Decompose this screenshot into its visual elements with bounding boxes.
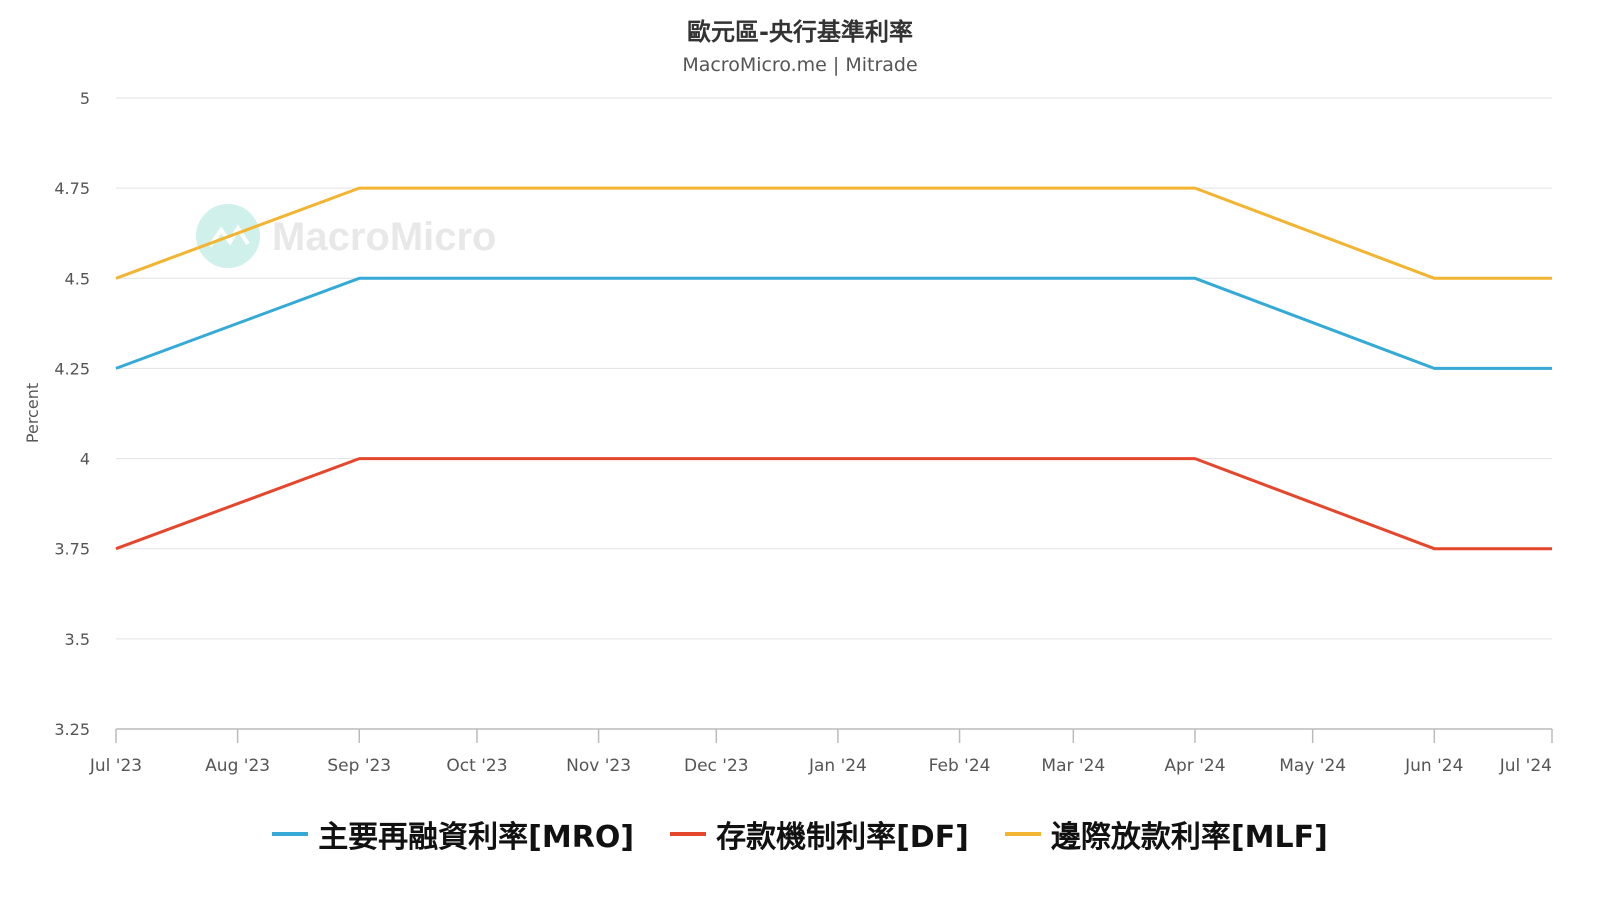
y-tick-label: 3.5	[65, 630, 90, 649]
series-line-2	[115, 186, 1552, 280]
x-tick-label: Nov '23	[566, 756, 631, 776]
chart-title: 歐元區-央行基準利率	[687, 18, 913, 46]
watermark-text: MacroMicro	[272, 215, 497, 259]
x-tick-label: Aug '23	[205, 756, 270, 776]
y-tick-label: 3.75	[54, 540, 90, 559]
y-tick-label: 4	[80, 450, 90, 469]
series-line-1	[115, 457, 1552, 551]
x-tick-label: Sep '23	[327, 756, 391, 776]
y-tick-label: 4.5	[65, 269, 90, 288]
y-tick-label: 4.75	[54, 179, 90, 198]
x-tick-label: Mar '24	[1041, 756, 1105, 776]
legend-swatch	[272, 832, 309, 836]
y-tick-label: 4.25	[54, 359, 90, 378]
x-tick-label: Jun '24	[1404, 756, 1463, 776]
y-axis-label: Percent	[23, 383, 42, 443]
x-tick-label: Apr '24	[1164, 756, 1225, 776]
watermark: MacroMicro	[196, 204, 497, 268]
legend-label: 邊際放款利率[MLF]	[1050, 820, 1328, 855]
legend-item[interactable]: 主要再融資利率[MRO]	[272, 812, 634, 856]
legend-item[interactable]: 存款機制利率[DF]	[670, 812, 969, 856]
legend-label: 存款機制利率[DF]	[716, 820, 969, 855]
y-tick-label: 3.25	[54, 720, 90, 739]
series-line-0	[115, 276, 1552, 370]
legend: 主要再融資利率[MRO] 存款機制利率[DF] 邊際放款利率[MLF]	[0, 812, 1600, 856]
legend-label: 主要再融資利率[MRO]	[318, 820, 635, 855]
x-tick-label: May '24	[1279, 756, 1346, 776]
series-lines	[115, 186, 1552, 551]
legend-item[interactable]: 邊際放款利率[MLF]	[1004, 812, 1328, 856]
y-tick-label: 5	[80, 89, 90, 108]
x-tick-label: Feb '24	[929, 756, 991, 776]
y-axis: 5 4.75 4.5 4.25 4 3.75 3.5 3.25	[54, 89, 90, 739]
grid	[116, 97, 1552, 730]
chart-subtitle: MacroMicro.me | Mitrade	[682, 54, 918, 76]
x-tick-label: Jan '24	[808, 756, 867, 776]
legend-swatch	[670, 832, 707, 836]
x-tick-label: Dec '23	[684, 756, 749, 776]
x-tick-label: Jul '23	[89, 756, 142, 776]
x-tick-label: Oct '23	[446, 756, 507, 776]
x-axis: Jul '23 Aug '23 Sep '23 Oct '23 Nov '23 Dec '…	[89, 728, 1553, 776]
legend-swatch	[1004, 832, 1041, 836]
x-tick-label: Jul '24	[1499, 756, 1552, 776]
